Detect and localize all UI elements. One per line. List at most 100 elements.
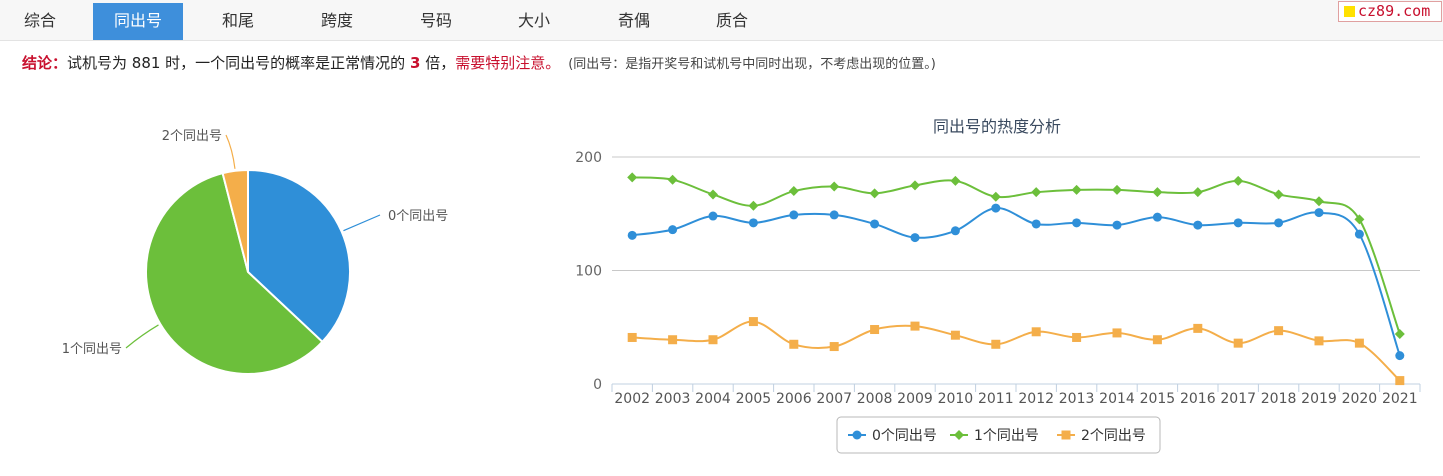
- data-point[interactable]: [991, 339, 1001, 349]
- data-point[interactable]: [1193, 323, 1203, 333]
- tab-span[interactable]: 跨度: [320, 11, 353, 30]
- data-point[interactable]: [1031, 187, 1042, 198]
- x-tick-label: 2013: [1059, 391, 1095, 407]
- tab-big-small[interactable]: 大小: [517, 11, 550, 30]
- data-point[interactable]: [748, 218, 758, 228]
- x-tick-label: 2010: [938, 391, 974, 407]
- data-point[interactable]: [1233, 175, 1244, 186]
- x-tick-label: 2012: [1018, 391, 1054, 407]
- conclusion-times: 3: [409, 54, 421, 72]
- data-point[interactable]: [1314, 196, 1324, 207]
- data-point[interactable]: [1152, 212, 1162, 222]
- legend-marker[interactable]: [852, 430, 862, 440]
- data-point[interactable]: [1274, 326, 1284, 336]
- pie-slice[interactable]: [247, 168, 351, 344]
- data-point[interactable]: [1152, 187, 1163, 198]
- data-point[interactable]: [668, 335, 678, 345]
- data-point[interactable]: [1354, 214, 1365, 225]
- data-point[interactable]: [748, 200, 759, 211]
- data-point[interactable]: [1112, 220, 1122, 230]
- brand-logo[interactable]: cz89.com: [1338, 1, 1442, 22]
- data-point[interactable]: [627, 230, 637, 240]
- pie-slice[interactable]: [145, 171, 324, 375]
- pie-label: 2个同出号: [162, 129, 222, 144]
- x-tick-label: 2007: [816, 391, 852, 407]
- data-point[interactable]: [708, 211, 718, 221]
- legend-marker[interactable]: [954, 430, 964, 440]
- data-point[interactable]: [1071, 184, 1082, 195]
- data-point[interactable]: [627, 332, 637, 342]
- data-point[interactable]: [1193, 220, 1203, 230]
- data-point[interactable]: [869, 188, 880, 199]
- data-point[interactable]: [789, 339, 799, 349]
- data-point[interactable]: [1192, 187, 1203, 198]
- data-point[interactable]: [668, 225, 678, 235]
- data-point[interactable]: [870, 219, 880, 229]
- data-point[interactable]: [788, 186, 799, 197]
- series-line: [632, 176, 1401, 335]
- tab-odd-even[interactable]: 奇偶: [617, 11, 650, 30]
- x-tick-label: 2017: [1220, 391, 1256, 407]
- data-point[interactable]: [870, 325, 880, 335]
- data-point[interactable]: [829, 342, 839, 352]
- legend-label: 0个同出号: [872, 428, 937, 444]
- data-point[interactable]: [1112, 184, 1122, 195]
- legend-item[interactable]: 2个同出号: [1057, 428, 1146, 444]
- data-point[interactable]: [1314, 208, 1324, 218]
- legend-marker[interactable]: [1061, 430, 1071, 440]
- data-point[interactable]: [1274, 218, 1284, 228]
- data-point[interactable]: [829, 181, 840, 192]
- data-point[interactable]: [1394, 329, 1405, 340]
- data-point[interactable]: [990, 191, 1001, 202]
- data-point[interactable]: [910, 321, 920, 331]
- data-point[interactable]: [950, 330, 960, 340]
- conclusion-warning: 需要特别注意。: [455, 54, 561, 72]
- data-point[interactable]: [1233, 218, 1243, 228]
- data-point[interactable]: [1072, 332, 1082, 342]
- x-tick-label: 2004: [695, 391, 731, 407]
- data-point[interactable]: [1395, 376, 1405, 386]
- data-point[interactable]: [910, 233, 920, 243]
- data-point[interactable]: [1152, 335, 1162, 345]
- legend-label: 1个同出号: [974, 428, 1039, 444]
- data-point[interactable]: [627, 172, 638, 183]
- y-tick-label: 0: [593, 377, 602, 393]
- x-tick-label: 2018: [1261, 391, 1297, 407]
- conclusion-line: 结论：试机号为 881 时，一个同出号的概率是正常情况的 3 倍，需要特别注意。…: [22, 51, 936, 75]
- data-point[interactable]: [1354, 229, 1364, 239]
- data-point[interactable]: [950, 175, 961, 186]
- data-point[interactable]: [789, 210, 799, 220]
- data-point[interactable]: [991, 203, 1001, 213]
- data-point[interactable]: [1233, 338, 1243, 348]
- data-point[interactable]: [1354, 338, 1364, 348]
- pie-label-line: [225, 134, 236, 169]
- conclusion-note: (同出号：是指开奖号和试机号中同时出现，不考虑出现的位置。): [568, 57, 936, 72]
- data-point[interactable]: [1072, 218, 1082, 228]
- pie-slice[interactable]: [221, 168, 249, 273]
- data-point[interactable]: [829, 210, 839, 220]
- x-tick-label: 2015: [1140, 391, 1176, 407]
- data-point[interactable]: [1031, 327, 1041, 337]
- data-point[interactable]: [1273, 189, 1284, 200]
- line-chart: 同出号的热度分析 0 100 200 2002 2003 2004 2005 2006 2007 2…: [575, 117, 1421, 454]
- data-point[interactable]: [1112, 328, 1122, 338]
- data-point[interactable]: [950, 226, 960, 236]
- legend-item[interactable]: 1个同出号: [950, 428, 1039, 444]
- data-point[interactable]: [1395, 351, 1405, 361]
- data-point[interactable]: [748, 317, 758, 327]
- tab-same-numbers[interactable]: 同出号: [93, 3, 183, 40]
- tab-prime-composite[interactable]: 质合: [715, 11, 748, 30]
- tab-sum-tail[interactable]: 和尾: [221, 11, 254, 30]
- conclusion-text: 试机号为 881 时，一个同出号的概率是正常情况的: [67, 54, 406, 72]
- data-point[interactable]: [667, 174, 678, 185]
- legend-label: 2个同出号: [1081, 428, 1146, 444]
- legend-item[interactable]: 0个同出号: [848, 428, 937, 444]
- tab-numbers[interactable]: 号码: [419, 11, 452, 30]
- data-point[interactable]: [910, 180, 920, 191]
- tab-overview[interactable]: 综合: [23, 11, 56, 30]
- data-point[interactable]: [708, 335, 718, 345]
- data-point[interactable]: [1031, 219, 1041, 229]
- data-point[interactable]: [1314, 336, 1324, 346]
- data-point[interactable]: [708, 189, 718, 200]
- pie-label: 0个同出号: [388, 209, 448, 224]
